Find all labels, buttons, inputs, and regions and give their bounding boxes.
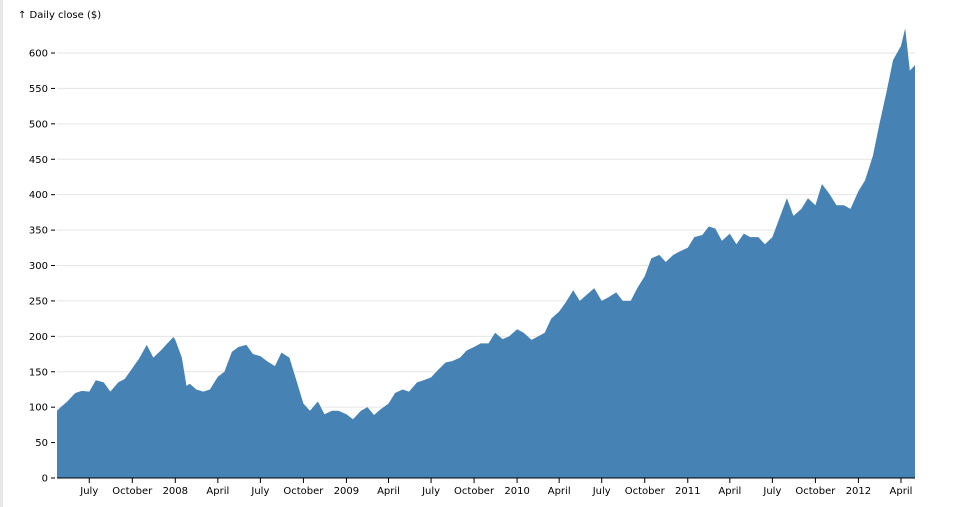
area [57,28,915,479]
y-tick-label: 0 [42,474,48,485]
x-tick-label: July [421,486,440,497]
x-tick-label: October [112,486,153,497]
y-tick-label: 600 [29,49,48,60]
x-tick-label: 2008 [163,486,188,497]
x-tick-label: October [625,486,666,497]
x-tick-label: 2012 [846,486,871,497]
y-tick-label: 500 [29,119,48,130]
y-axis-label: ↑ Daily close ($) [18,10,101,21]
x-tick-label: April [377,486,400,497]
x-tick-label: October [454,486,495,497]
left-edge [0,0,3,507]
x-tick-label: April [548,486,571,497]
y-tick-label: 550 [29,84,48,95]
y-tick-label: 50 [35,438,48,449]
x-tick-label: April [890,486,913,497]
y-tick-label: 400 [29,190,48,201]
x-tick-label: October [795,486,836,497]
x-tick-label: July [79,486,98,497]
x-tick-label: October [283,486,324,497]
x-tick-label: April [718,486,741,497]
x-tick-label: July [762,486,781,497]
y-tick-label: 350 [29,226,48,237]
x-tick-label: 2009 [334,486,359,497]
x-tick-label: July [250,486,269,497]
y-tick-label: 150 [29,367,48,378]
y-tick-label: 250 [29,296,48,307]
y-tick-label: 450 [29,155,48,166]
x-tick-label: July [592,486,611,497]
y-tick-label: 300 [29,261,48,272]
y-tick-label: 200 [29,332,48,343]
x-tick-label: 2011 [675,486,700,497]
x-tick-label: April [206,486,229,497]
y-tick-label: 100 [29,403,48,414]
x-tick-label: 2010 [504,486,529,497]
